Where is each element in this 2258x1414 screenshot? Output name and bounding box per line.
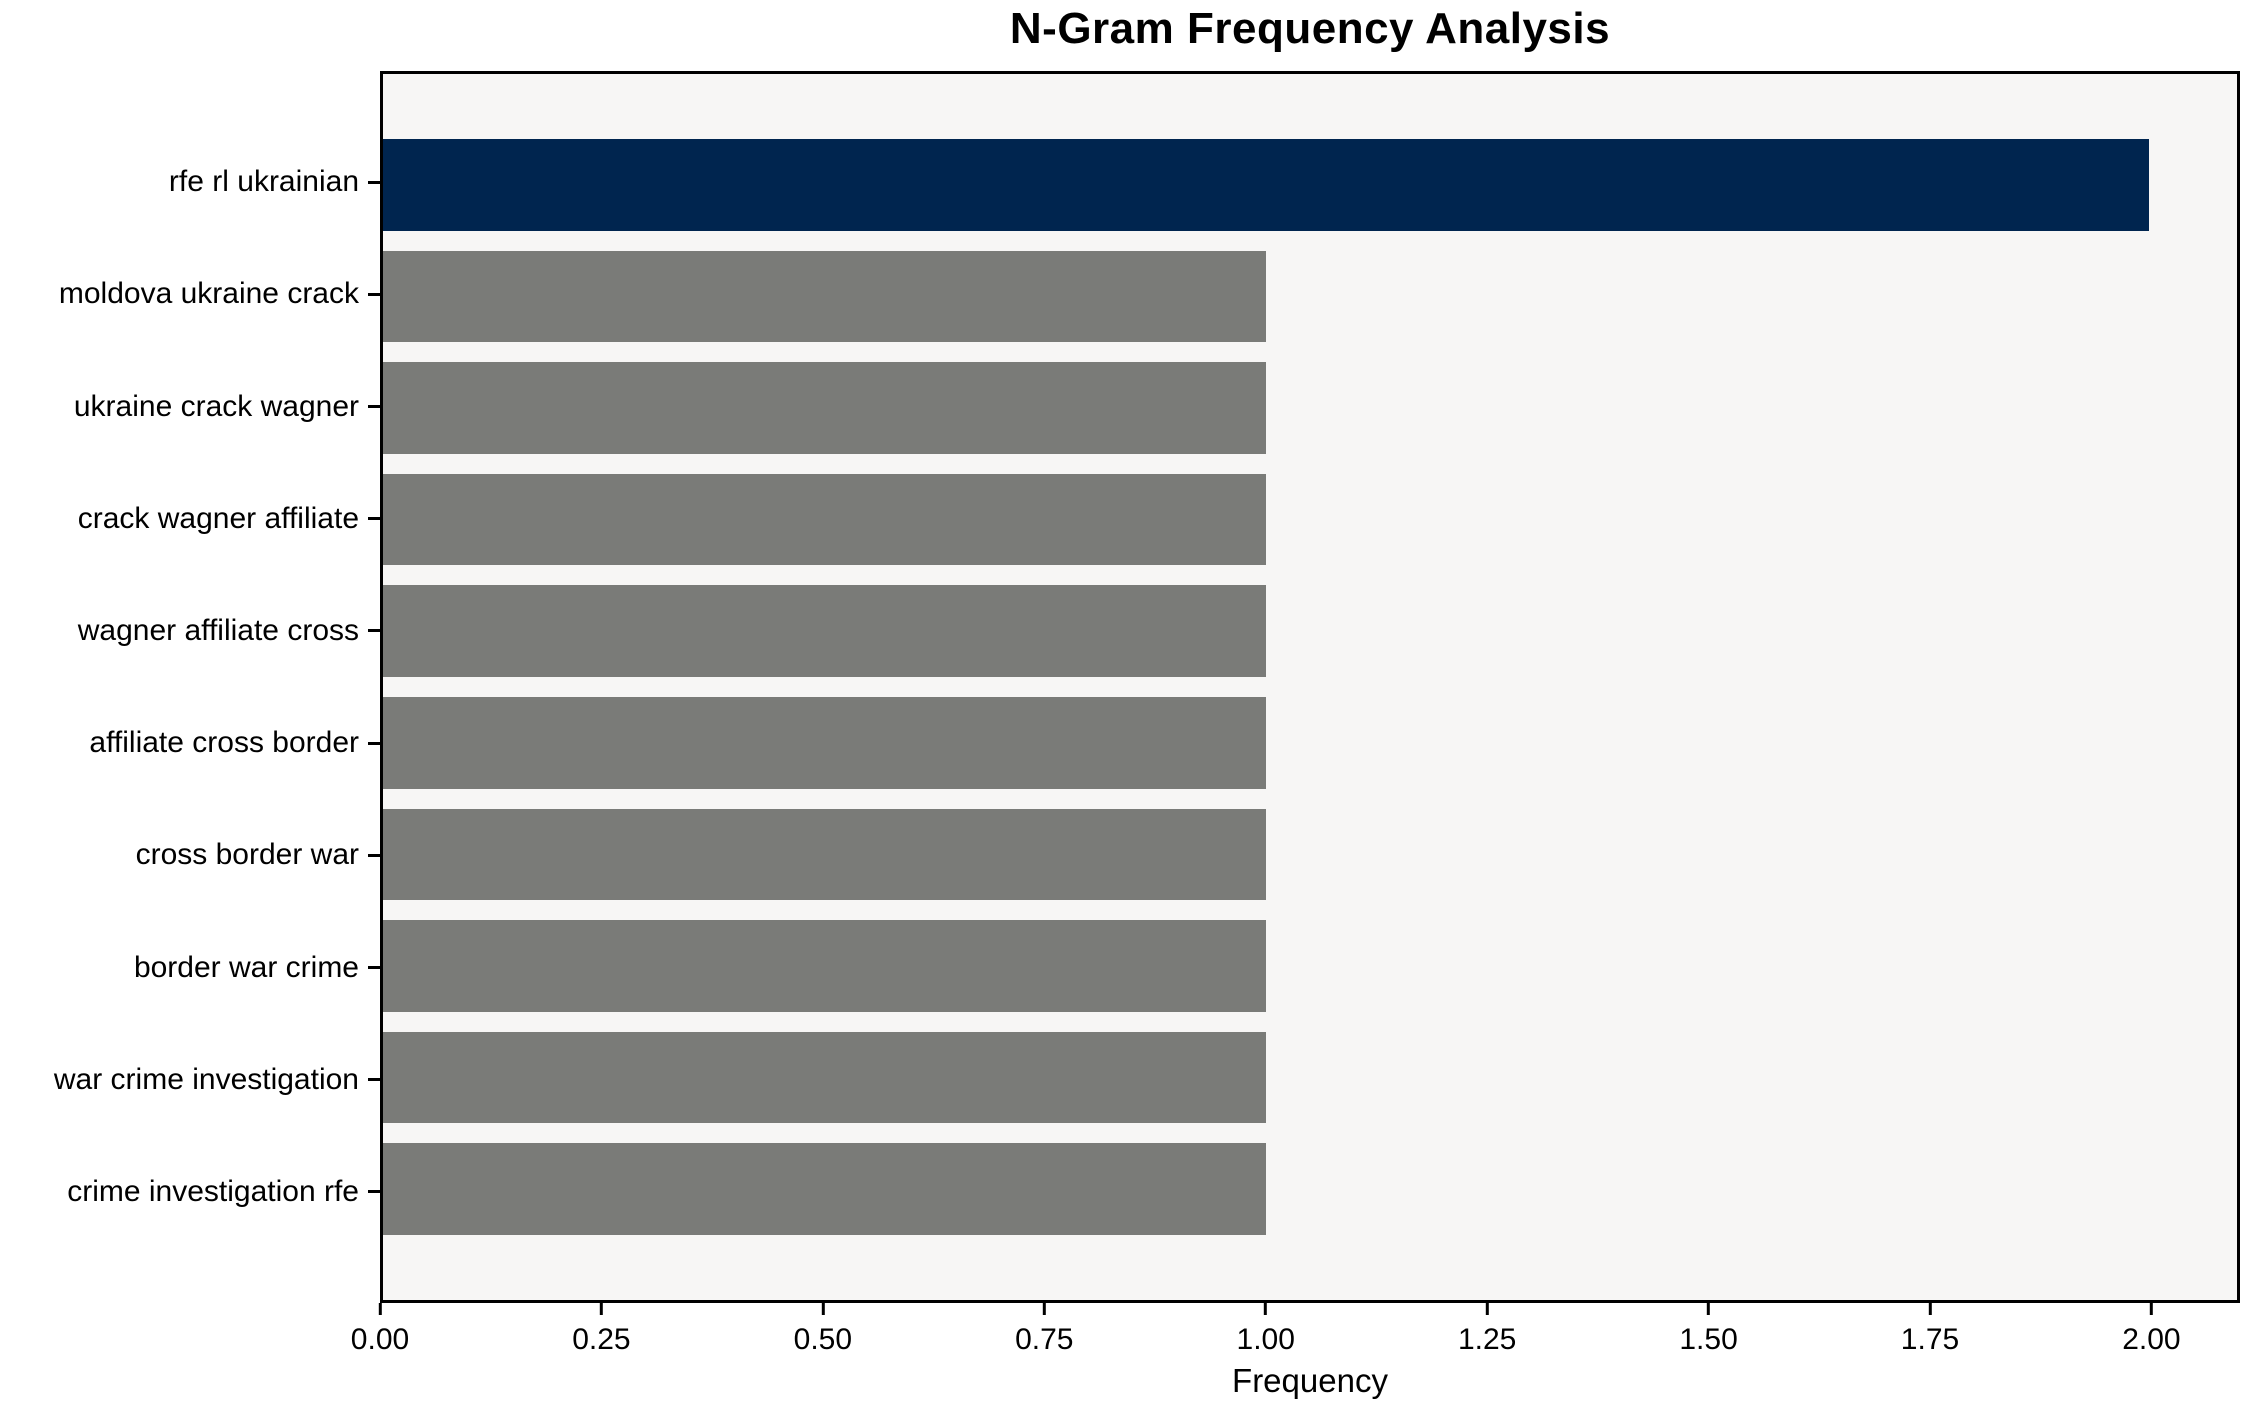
x-tick: 0.25 xyxy=(572,1303,631,1357)
y-tick-label: crime investigation rfe xyxy=(67,1174,359,1208)
y-tick-mark xyxy=(368,629,380,633)
bar-row xyxy=(383,575,2237,687)
bar xyxy=(383,697,1266,789)
y-tick-mark xyxy=(368,741,380,745)
bar-row xyxy=(383,352,2237,464)
plot-area xyxy=(380,71,2240,1303)
bar-row xyxy=(383,910,2237,1022)
y-label-row: crack wagner affiliate xyxy=(0,463,380,575)
y-tick-mark xyxy=(368,853,380,857)
x-tick: 0.50 xyxy=(794,1303,852,1357)
y-label-row: war crime investigation xyxy=(0,1024,380,1136)
x-tick-mark xyxy=(1707,1303,1711,1315)
y-tick-label: moldova ukraine crack xyxy=(58,277,359,311)
bar xyxy=(383,585,1266,677)
y-label-row: ukraine crack wagner xyxy=(0,350,380,462)
y-label-row: border war crime xyxy=(0,911,380,1023)
x-tick-mark xyxy=(599,1303,603,1315)
x-tick-mark xyxy=(1042,1303,1046,1315)
x-tick-label: 1.25 xyxy=(1457,1323,1517,1356)
x-tick-mark xyxy=(1264,1303,1268,1315)
y-tick-mark xyxy=(368,292,380,296)
y-label-row: affiliate cross border xyxy=(0,687,380,799)
bar xyxy=(383,250,1266,343)
x-tick: 1.25 xyxy=(1458,1303,1516,1357)
bar-row xyxy=(383,1133,2237,1245)
bars xyxy=(383,74,2237,1300)
x-tick-mark xyxy=(1485,1303,1489,1315)
x-tick-label: 2.00 xyxy=(2122,1323,2181,1356)
y-label-row: crime investigation rfe xyxy=(0,1136,380,1248)
y-tick-label: rfe rl ukrainian xyxy=(168,165,359,199)
chart-title: N-Gram Frequency Analysis xyxy=(1009,4,1611,53)
bar xyxy=(383,920,1266,1012)
y-tick-mark xyxy=(368,1078,380,1082)
bar-row xyxy=(383,687,2237,799)
y-label-row: moldova ukraine crack xyxy=(0,238,380,350)
bar-row xyxy=(383,1022,2237,1134)
y-tick-label: crack wagner affiliate xyxy=(77,501,359,535)
bar-row xyxy=(383,464,2237,576)
x-tick-label: 0.00 xyxy=(350,1323,410,1356)
x-tick-mark xyxy=(1928,1303,1932,1315)
y-tick-mark xyxy=(368,405,380,408)
y-tick-mark xyxy=(368,517,380,521)
x-tick-label: 1.75 xyxy=(1900,1323,1960,1356)
y-tick-label: war crime investigation xyxy=(53,1062,359,1096)
y-label-row: rfe rl ukrainian xyxy=(0,126,380,238)
x-tick-label: 0.75 xyxy=(1015,1323,1074,1356)
bar xyxy=(383,1143,1266,1235)
y-tick-label: cross border war xyxy=(135,838,359,872)
bar xyxy=(383,362,1266,454)
x-tick: 1.75 xyxy=(1901,1303,1959,1357)
x-tick: 1.00 xyxy=(1237,1303,1295,1357)
x-tick: 0.00 xyxy=(351,1303,409,1357)
bar xyxy=(383,139,2149,231)
bar xyxy=(383,808,1266,901)
y-tick-mark xyxy=(368,1190,380,1194)
y-label-row: cross border war xyxy=(0,799,380,911)
x-tick-mark xyxy=(2149,1303,2153,1315)
bar xyxy=(383,473,1266,566)
bar xyxy=(383,1031,1266,1124)
y-label-row: wagner affiliate cross xyxy=(0,575,380,687)
y-tick-mark xyxy=(368,180,380,184)
x-tick: 1.50 xyxy=(1679,1303,1738,1357)
y-tick-label: affiliate cross border xyxy=(89,726,359,760)
x-tick: 2.00 xyxy=(2122,1303,2181,1357)
x-tick-label: 0.50 xyxy=(793,1323,853,1356)
y-tick-label: border war crime xyxy=(133,950,359,984)
y-axis-labels: rfe rl ukrainian moldova ukraine crack ukr… xyxy=(0,71,380,1303)
x-tick-label: 1.50 xyxy=(1679,1323,1738,1356)
bar-row xyxy=(383,799,2237,911)
bar-row xyxy=(383,129,2237,241)
x-axis-label: Frequency xyxy=(1232,1362,1388,1399)
x-tick-mark xyxy=(378,1303,382,1315)
x-tick-label: 0.25 xyxy=(572,1323,631,1356)
x-tick-mark xyxy=(821,1303,825,1315)
bar-row xyxy=(383,241,2237,353)
y-tick-label: ukraine crack wagner xyxy=(73,389,359,423)
y-tick-mark xyxy=(368,966,380,970)
x-tick-label: 1.00 xyxy=(1236,1323,1295,1356)
y-tick-label: wagner affiliate cross xyxy=(77,613,359,647)
x-tick: 0.75 xyxy=(1015,1303,1073,1357)
